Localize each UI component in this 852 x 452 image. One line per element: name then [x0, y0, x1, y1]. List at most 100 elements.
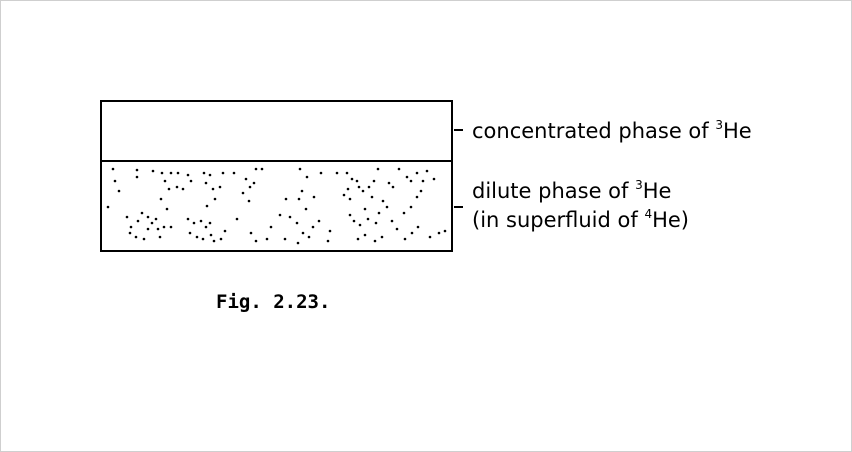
helium-3-dot — [125, 215, 129, 219]
helium-3-dot — [297, 197, 301, 201]
helium-3-dot — [305, 175, 309, 179]
helium-3-dot — [403, 237, 407, 241]
helium-3-dot — [269, 225, 273, 229]
helium-3-dot — [221, 171, 225, 175]
helium-3-dot — [428, 235, 432, 239]
helium-3-dot — [425, 169, 429, 173]
helium-3-dot — [288, 215, 292, 219]
helium-3-dot — [295, 221, 299, 225]
helium-3-dot — [181, 187, 185, 191]
helium-3-dot — [328, 229, 332, 233]
helium-3-dot — [317, 219, 321, 223]
helium-3-dot — [397, 167, 401, 171]
helium-3-dot — [348, 197, 352, 201]
helium-3-dot — [326, 239, 330, 243]
helium-3-dot — [142, 237, 146, 241]
helium-3-dot — [188, 231, 192, 235]
helium-3-dot — [211, 187, 215, 191]
helium-3-dots — [106, 167, 447, 245]
helium-3-dot — [136, 219, 140, 223]
helium-3-dot — [244, 177, 248, 181]
helium-3-dot — [150, 221, 154, 225]
helium-3-dot — [213, 197, 217, 201]
helium-3-dot — [189, 179, 193, 183]
helium-3-dot — [355, 179, 359, 183]
helium-3-dot — [298, 167, 302, 171]
helium-3-dot — [202, 171, 206, 175]
helium-3-dot — [249, 231, 253, 235]
helium-3-dot — [117, 189, 121, 193]
helium-3-dot — [372, 179, 376, 183]
helium-3-dot — [186, 217, 190, 221]
helium-3-dot — [402, 211, 406, 215]
dilute-phase-label: dilute phase of 3He — [472, 178, 671, 203]
helium-3-dot — [345, 171, 349, 175]
helium-3-dot — [391, 185, 395, 189]
helium-3-dot — [278, 213, 282, 217]
helium-3-dot — [248, 185, 252, 189]
helium-3-dot — [432, 177, 436, 181]
helium-3-dot — [247, 199, 251, 203]
helium-3-dot — [160, 171, 164, 175]
helium-3-dot — [135, 175, 139, 179]
helium-3-dot — [146, 215, 150, 219]
concentrated-phase-label: concentrated phase of 3He — [472, 118, 752, 143]
helium-3-dot — [395, 227, 399, 231]
helium-3-dot — [151, 169, 155, 173]
helium-3-dot — [381, 199, 385, 203]
helium-3-dot — [348, 213, 352, 217]
helium-3-dot — [296, 241, 300, 245]
helium-3-dot — [415, 195, 419, 199]
helium-3-dot — [169, 171, 173, 175]
helium-3-dot — [443, 229, 447, 233]
helium-3-dot — [304, 207, 308, 211]
helium-3-dot — [204, 225, 208, 229]
helium-3-dot — [415, 171, 419, 175]
helium-3-dot — [335, 171, 339, 175]
helium-3-dot — [319, 171, 323, 175]
helium-3-dot — [374, 221, 378, 225]
helium-3-dot — [252, 181, 256, 185]
superfluid-label: (in superfluid of 4He) — [472, 207, 689, 232]
helium-3-dot — [163, 179, 167, 183]
helium-3-dot — [208, 173, 212, 177]
helium-3-dot — [363, 207, 367, 211]
helium-3-dot — [385, 205, 389, 209]
helium-3-dot — [176, 171, 180, 175]
helium-3-dot — [201, 237, 205, 241]
helium-3-dot — [387, 181, 391, 185]
figure-caption: Fig. 2.23. — [216, 291, 330, 313]
helium-3-dot — [373, 239, 377, 243]
helium-3-dot — [284, 197, 288, 201]
helium-3-dot — [380, 235, 384, 239]
helium-3-dot — [390, 219, 394, 223]
helium-3-dot — [366, 217, 370, 221]
helium-3-dot — [175, 185, 179, 189]
helium-3-dot — [162, 225, 166, 229]
helium-3-dot — [218, 185, 222, 189]
helium-3-dot — [241, 191, 245, 195]
helium-3-dot — [204, 181, 208, 185]
helium-3-dot — [357, 185, 361, 189]
helium-3-dot — [405, 175, 409, 179]
helium-3-dot — [208, 221, 212, 225]
helium-3-dot — [158, 235, 162, 239]
helium-3-dot — [311, 225, 315, 229]
helium-3-dot — [367, 185, 371, 189]
helium-3-dot — [128, 231, 132, 235]
helium-3-dot — [113, 179, 117, 183]
helium-3-dot — [342, 193, 346, 197]
helium-3-dot — [199, 219, 203, 223]
helium-3-dot — [235, 217, 239, 221]
helium-3-dot — [356, 237, 360, 241]
helium-3-dot — [416, 225, 420, 229]
helium-3-dot — [169, 225, 173, 229]
helium-3-dot — [111, 167, 115, 171]
helium-3-dot — [212, 239, 216, 243]
helium-3-dot — [192, 221, 196, 225]
helium-3-dot — [254, 239, 258, 243]
helium-3-dot — [209, 233, 213, 237]
helium-3-dot — [134, 235, 138, 239]
helium-3-dot — [232, 171, 236, 175]
